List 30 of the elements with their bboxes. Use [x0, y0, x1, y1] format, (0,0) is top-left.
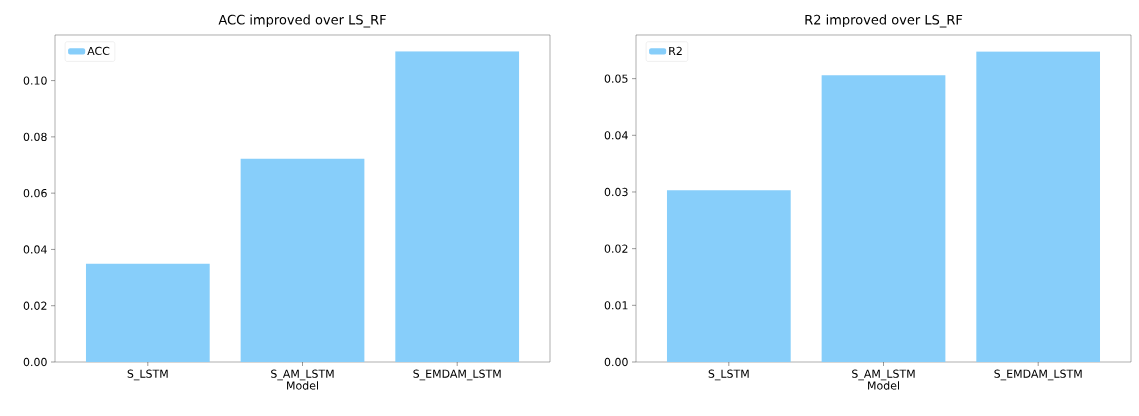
bar	[240, 158, 365, 362]
y-tick-label: 0.02	[23, 301, 47, 310]
x-axis-title: Model	[868, 381, 899, 390]
bar	[821, 75, 946, 362]
y-tick-label: 0.04	[604, 131, 628, 140]
chart-title: ACC improved over LS_RF	[218, 14, 386, 28]
y-tick-label: 0.03	[604, 187, 628, 197]
x-axis-title: Model	[287, 381, 318, 390]
bar	[395, 51, 520, 362]
y-tick-label: 0.02	[604, 244, 628, 253]
y-tick-label: 0.04	[23, 245, 47, 254]
x-tick-label: S_LSTM	[127, 369, 168, 381]
y-tick-label: 0.00	[23, 357, 47, 367]
x-tick-label: S_LSTM	[708, 369, 749, 381]
x-tick-label: S_AM_LSTM	[271, 369, 334, 381]
y-tick-label: 0.08	[23, 132, 47, 142]
legend-label: ACC	[87, 46, 110, 56]
y-tick-label: 0.01	[604, 301, 628, 310]
x-tick-label: S_AM_LSTM	[852, 369, 915, 381]
y-tick-label: 0.05	[604, 74, 628, 83]
x-tick-label: S_EMDAM_LSTM	[994, 369, 1082, 381]
y-tick-label: 0.00	[604, 357, 628, 367]
bar	[666, 190, 791, 362]
bar	[976, 51, 1101, 362]
bar	[85, 263, 210, 362]
y-tick-label: 0.06	[23, 189, 47, 198]
legend-label: R2	[669, 46, 682, 55]
x-tick-label: S_EMDAM_LSTM	[413, 369, 501, 381]
chart-title: R2 improved over LS_RF	[805, 14, 963, 28]
y-tick-label: 0.10	[23, 76, 47, 85]
